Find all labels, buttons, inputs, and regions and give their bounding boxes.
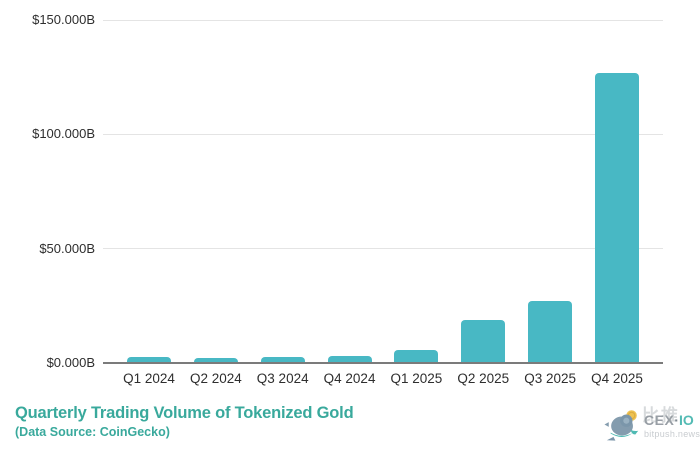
y-axis-tick-label: $50.000B [39,240,95,256]
x-axis-tick-label: Q1 2025 [390,371,443,386]
x-axis-tick-label: Q1 2024 [123,371,175,386]
chart-subtitle: (Data Source: CoinGecko) [15,425,170,439]
gridline [103,133,663,135]
watermark: 比推 CEX·IO bitpush.news [604,405,700,442]
bar-q3-2024 [260,357,305,363]
bar-q2-2024 [193,357,238,363]
y-axis-tick-label: $0.000B [46,355,95,370]
x-axis-tick-label: Q2 2024 [189,371,242,386]
x-axis-tick-label: Q4 2024 [323,371,376,386]
gridline [103,248,663,250]
bar-q4-2025 [594,72,639,363]
y-axis-tick-label: $100.000B [32,126,95,142]
bitpush-bird-logo-icon [604,410,639,441]
gridline [103,19,663,21]
x-axis-tick-label: Q3 2024 [256,371,309,386]
cexio-logo-text: 比推 CEX·IO [642,405,694,428]
bar-q3-2025 [528,301,573,363]
x-axis-tick-label: Q2 2025 [457,371,510,386]
bitpush-chinese-watermark: 比推 [642,405,680,425]
bitpush-site-label: bitpush.news [644,428,700,439]
bar-q1-2025 [394,350,439,363]
bar-q4-2024 [327,356,372,363]
y-axis-tick-label: $150.000B [32,12,95,27]
x-axis-tick-label: Q3 2025 [524,371,577,386]
bar-q1-2024 [127,357,171,363]
bar-q2-2025 [461,319,506,363]
x-axis-line [103,362,663,364]
x-axis-tick-label: Q4 2025 [591,371,643,386]
chart-title: Quarterly Trading Volume of Tokenized Go… [15,404,354,422]
